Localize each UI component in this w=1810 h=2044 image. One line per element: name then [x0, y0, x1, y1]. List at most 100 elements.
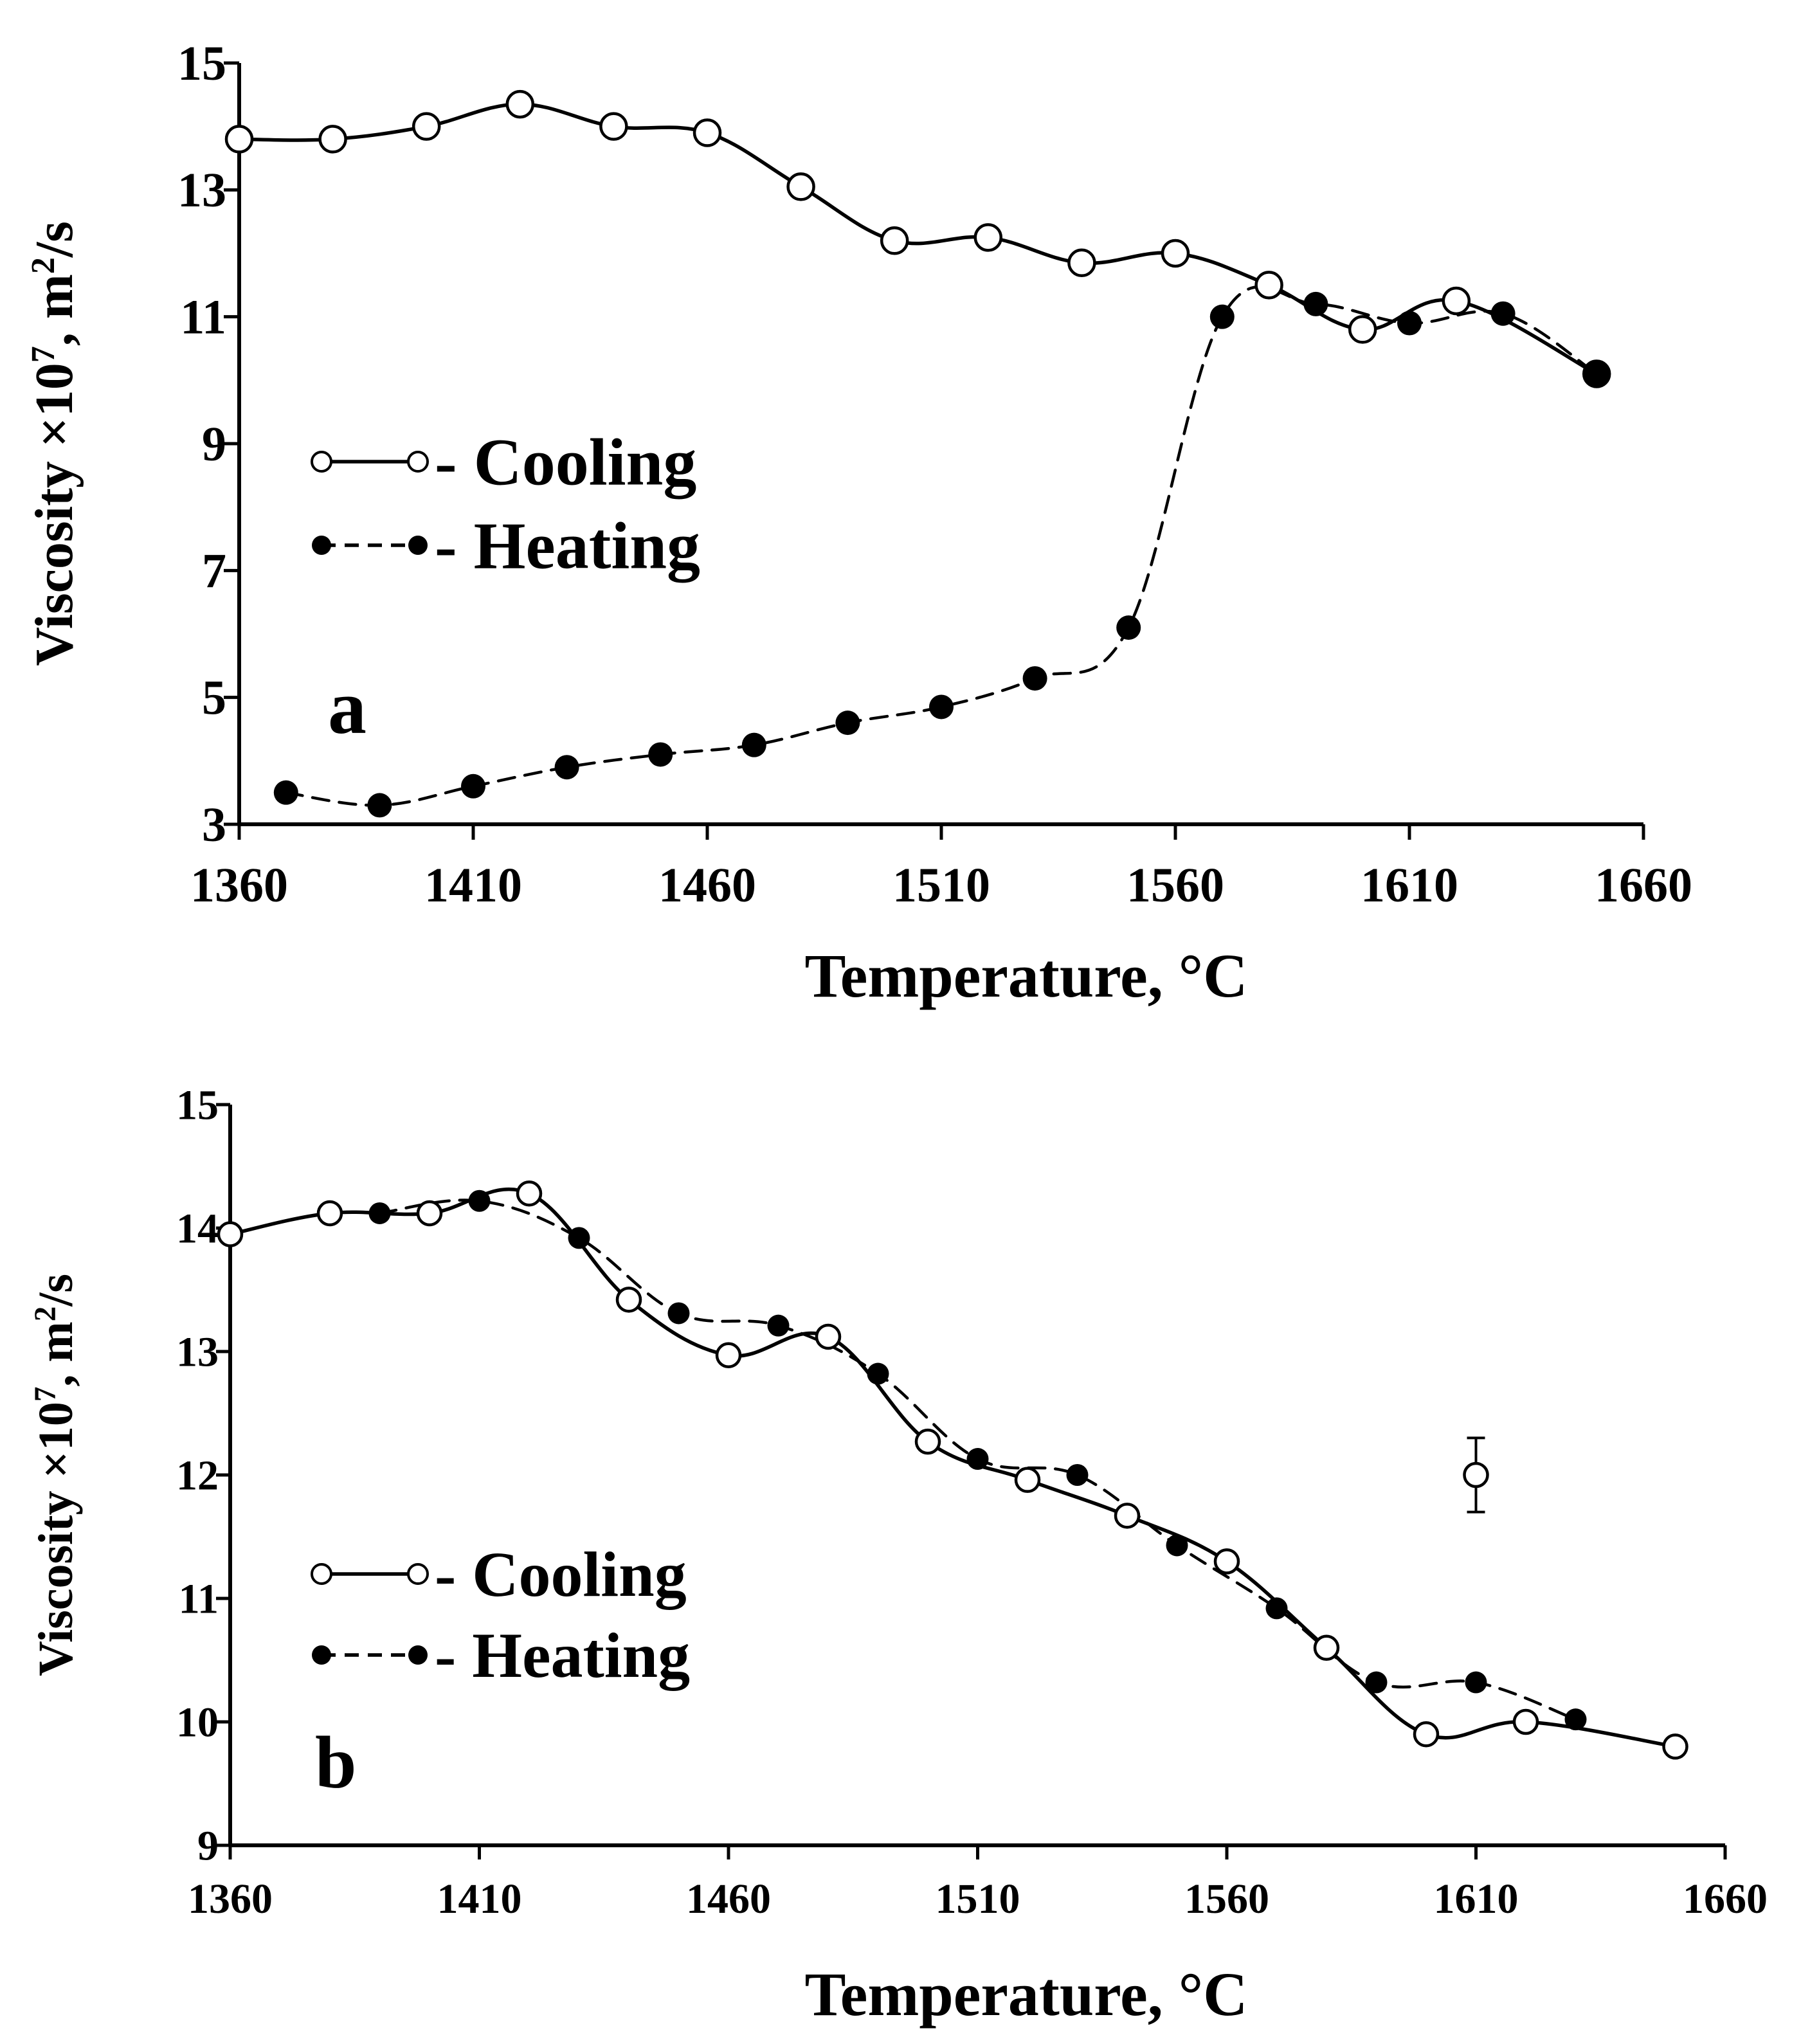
- x-tick-label: 1560: [1184, 1876, 1269, 1922]
- y-axis-label-part: Viscosity ×10: [29, 1402, 83, 1676]
- legend-marker: [311, 1563, 332, 1585]
- x-tick-label: 1360: [190, 858, 288, 912]
- data-point-cooling: [1067, 248, 1096, 278]
- series-line-heating: [284, 285, 1598, 807]
- x-tick-label: 1610: [1434, 1876, 1519, 1922]
- legend-marker: [407, 451, 429, 473]
- data-point-cooling: [715, 1342, 742, 1369]
- x-tick-label: 1660: [1595, 858, 1692, 912]
- y-axis-label: Viscosity ×107, m2/s: [24, 221, 84, 666]
- data-point-cooling: [880, 226, 909, 255]
- data-point-cooling: [318, 125, 347, 154]
- legend-entry-cooling: - Cooling: [311, 1539, 687, 1610]
- x-tick-label: 1610: [1361, 858, 1458, 912]
- data-point-cooling: [412, 112, 441, 141]
- data-point-cooling: [1161, 239, 1190, 268]
- legend-marker: [408, 1645, 428, 1665]
- x-tick-label: 1410: [437, 1876, 522, 1922]
- y-tick-label: 5: [202, 671, 226, 725]
- data-point-heating: [273, 780, 298, 805]
- data-point-heating: [1490, 301, 1516, 326]
- x-tick-label: 1560: [1127, 858, 1224, 912]
- y-axis-label-part: , m: [24, 274, 84, 346]
- x-tick-label: 1510: [892, 858, 990, 912]
- data-point-cooling: [599, 112, 628, 141]
- data-point-heating: [835, 710, 860, 736]
- x-axis-label: Temperature, °C: [805, 941, 1248, 1010]
- data-point-cooling: [217, 1221, 244, 1247]
- y-tick-label: 12: [176, 1452, 219, 1499]
- y-axis-label-part: , m: [29, 1321, 83, 1386]
- y-axis-label-part: /s: [24, 221, 84, 258]
- y-axis-label-superscript: 7: [25, 346, 62, 363]
- data-point-heating: [1365, 1671, 1388, 1694]
- data-point-cooling: [1213, 1548, 1240, 1575]
- y-tick-label: 9: [197, 1822, 219, 1869]
- y-tick-label: 11: [180, 291, 226, 345]
- data-point-cooling: [973, 223, 1003, 252]
- data-point-heating: [1265, 1597, 1288, 1620]
- legend-label: - Heating: [435, 509, 700, 583]
- data-point-cooling: [815, 1323, 842, 1350]
- data-point-cooling: [786, 172, 815, 201]
- data-point-heating: [1465, 1671, 1487, 1694]
- y-axis-label-part: /s: [29, 1274, 83, 1307]
- panel-label: b: [315, 1722, 357, 1804]
- legend-marker: [407, 1563, 429, 1585]
- legend-label: - Heating: [435, 1620, 690, 1691]
- legend-label: - Cooling: [435, 425, 696, 499]
- data-point-cooling: [1254, 271, 1283, 300]
- data-point-heating: [1303, 291, 1328, 316]
- x-axis-label: Temperature, °C: [805, 1960, 1248, 2029]
- data-point-cooling: [1512, 1708, 1539, 1735]
- data-point-cooling: [416, 1200, 443, 1227]
- legend-marker: [311, 451, 332, 473]
- y-tick-label: 3: [202, 798, 226, 852]
- legend-entry-cooling: - Cooling: [311, 425, 696, 499]
- data-point-heating: [1397, 311, 1422, 336]
- data-point-cooling: [224, 125, 254, 154]
- data-point-heating: [929, 694, 954, 719]
- data-point-cooling: [1348, 315, 1377, 344]
- x-tick-label: 1360: [188, 1876, 273, 1922]
- data-point-cooling: [316, 1200, 343, 1227]
- x-tick-label: 1510: [936, 1876, 1020, 1922]
- data-point-cooling: [1413, 1721, 1440, 1748]
- legend-entry-heating: - Heating: [312, 509, 700, 583]
- legend-marker: [312, 536, 331, 555]
- data-point-heating: [461, 773, 485, 799]
- x-tick-label: 1410: [424, 858, 522, 912]
- legend-entry-heating: - Heating: [312, 1620, 690, 1691]
- data-point-cooling: [516, 1180, 543, 1207]
- data-point-cooling: [692, 118, 722, 147]
- chart-panel-a: 3 5 7 9 11 13 15 1360 1410 1460 1510 1560 1610 1660 Te…: [24, 37, 1692, 1010]
- legend-label: - Cooling: [435, 1539, 687, 1610]
- y-axis-label: Viscosity ×107, m2/s: [29, 1274, 83, 1676]
- y-tick-label: 11: [179, 1575, 219, 1622]
- data-point-heating: [367, 793, 392, 818]
- legend-marker: [312, 1645, 331, 1665]
- data-point-heating: [741, 732, 766, 757]
- data-point-heating: [568, 1227, 590, 1249]
- x-tick-label: 1460: [658, 858, 756, 912]
- data-point-heating: [554, 755, 579, 780]
- data-point-heating: [1209, 304, 1235, 329]
- data-point-heating: [1022, 666, 1047, 691]
- data-point-heating: [1584, 361, 1609, 386]
- data-point-heating: [1166, 1534, 1188, 1557]
- data-point-heating: [368, 1202, 391, 1224]
- data-point-heating: [966, 1448, 989, 1470]
- y-axis-label-superscript: 2: [25, 257, 62, 274]
- chart-panel-b: 9 10 11 12 13 14 15 1360 1410 1460 1510 1560 1610 166…: [29, 1081, 1768, 2029]
- error-bar-point: [1463, 1461, 1489, 1488]
- data-point-cooling: [1662, 1733, 1688, 1760]
- y-axis-label-superscript: 2: [29, 1307, 62, 1322]
- data-point-cooling: [505, 89, 535, 119]
- data-point-heating: [1116, 615, 1141, 640]
- x-tick-label: 1460: [686, 1876, 771, 1922]
- data-point-cooling: [1442, 286, 1471, 316]
- y-tick-label: 14: [176, 1205, 219, 1252]
- y-tick-label: 10: [176, 1699, 219, 1746]
